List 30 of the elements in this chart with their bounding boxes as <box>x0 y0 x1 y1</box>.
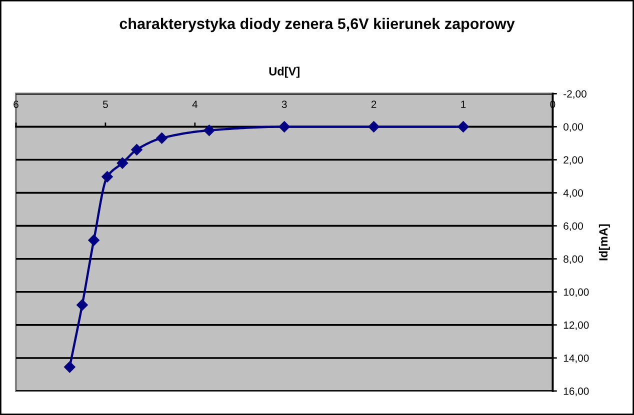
point <box>131 144 142 156</box>
x-tick-label: 1 <box>461 100 466 108</box>
point <box>102 171 113 182</box>
y-tick-label: 10,00 <box>564 288 589 298</box>
y-tick-label: 6,00 <box>564 222 583 231</box>
y-tick-label: 0,00 <box>564 123 583 132</box>
x-tick-label: 3 <box>282 100 287 108</box>
point <box>204 124 215 136</box>
y-tick-label: 12,00 <box>564 321 589 330</box>
x-axis-title: Ud[V] <box>269 66 300 78</box>
point <box>458 121 469 132</box>
y-tick-label: 14,00 <box>564 354 589 364</box>
point <box>76 299 88 311</box>
y-axis-title: Id[mA] <box>598 224 610 260</box>
y-tick-label: 2,00 <box>564 156 583 165</box>
point <box>278 121 290 132</box>
point <box>156 132 168 144</box>
point <box>88 234 100 246</box>
point <box>116 157 128 169</box>
point <box>64 361 76 373</box>
point <box>368 121 380 132</box>
y-tick-label: -2,00 <box>564 90 586 99</box>
x-tick-label: 5 <box>102 100 108 108</box>
y-tick-label: 4,00 <box>563 189 583 198</box>
x-tick-label: 6 <box>14 100 18 108</box>
chart-title: charakterystyka diody zenera 5,6V kiierunek zaporowy <box>120 18 515 32</box>
x-tick-label: 4 <box>192 100 198 108</box>
y-tick-label: 8,00 <box>564 255 583 264</box>
y-tick-label: 16,00 <box>564 388 589 396</box>
x-tick-label: 2 <box>371 100 376 108</box>
